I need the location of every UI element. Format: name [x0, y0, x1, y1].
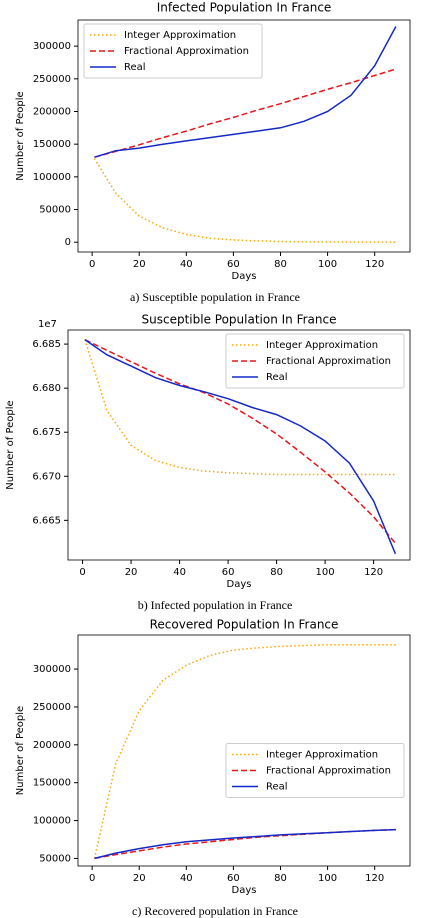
chart-title: Recovered Population In France — [150, 618, 339, 632]
x-tick-label: 100 — [316, 567, 335, 578]
series-line — [93, 158, 396, 243]
x-tick-label: 20 — [133, 873, 146, 884]
x-axis-label: Days — [232, 271, 257, 282]
x-tick-label: 120 — [365, 873, 384, 884]
legend-label: Fractional Approximation — [266, 356, 391, 367]
legend: Integer Approximation Fractional Approxim… — [225, 333, 405, 389]
x-tick-label: 40 — [173, 567, 186, 578]
plot-frame — [67, 329, 411, 561]
series-line — [93, 644, 396, 859]
x-tick-label: 60 — [227, 873, 240, 884]
x-tick-label: 0 — [89, 259, 95, 270]
y-tick-label: 300000 — [33, 664, 71, 675]
y-tick-label: 50000 — [39, 853, 71, 864]
legend-label: Integer Approximation — [266, 750, 378, 761]
legend-label: Real — [124, 62, 146, 73]
x-tick-label: 80 — [274, 259, 287, 270]
series-line — [94, 68, 397, 158]
series-line — [94, 828, 396, 860]
x-tick-label: 80 — [270, 567, 283, 578]
y-tick-label: 150000 — [33, 778, 71, 789]
x-tick-label: 100 — [318, 873, 337, 884]
x-tick-label: 0 — [89, 873, 95, 884]
series-line — [84, 339, 396, 544]
y-axis-label: Number of People — [15, 706, 26, 795]
plot-frame — [77, 19, 411, 253]
x-tick-label: 80 — [274, 873, 287, 884]
legend: Integer Approximation Fractional Approxim… — [83, 23, 263, 79]
y-tick-label: 100000 — [33, 172, 71, 183]
series-line — [94, 26, 397, 158]
y-tick-label: 6.670 — [32, 471, 61, 482]
legend-label: Integer Approximation — [124, 30, 236, 41]
y-tick-label: 150000 — [33, 139, 71, 150]
x-tick-label: 100 — [318, 259, 337, 270]
y-tick-label: 6.680 — [32, 383, 61, 394]
caption: a) Susceptible population in France — [130, 290, 300, 304]
y-tick-label: 0 — [65, 237, 71, 248]
y-offset-label: 1e7 — [38, 319, 57, 330]
legend-frame — [83, 23, 263, 79]
y-axis-label: Number of People — [5, 400, 16, 489]
x-axis-label: Days — [227, 579, 252, 590]
x-tick-label: 20 — [133, 259, 146, 270]
y-tick-label: 200000 — [33, 106, 71, 117]
x-tick-label: 120 — [364, 567, 383, 578]
y-tick-label: 100000 — [33, 816, 71, 827]
y-axis-label: Number of People — [15, 91, 26, 180]
y-tick-label: 250000 — [33, 702, 71, 713]
x-tick-label: 60 — [222, 567, 235, 578]
legend-frame — [225, 743, 405, 798]
series-line — [84, 339, 396, 476]
x-tick-label: 40 — [180, 873, 193, 884]
series-line — [94, 828, 396, 860]
chart-title: Susceptible Population In France — [142, 313, 337, 327]
x-tick-label: 60 — [227, 259, 240, 270]
x-tick-label: 120 — [365, 259, 384, 270]
caption: c) Recovered population in France — [132, 904, 298, 918]
y-tick-label: 300000 — [33, 41, 71, 52]
legend-label: Real — [266, 372, 288, 383]
plot-frame — [77, 634, 411, 867]
legend: Integer Approximation Fractional Approxim… — [225, 743, 405, 798]
y-tick-label: 50000 — [39, 205, 71, 216]
chart-title: Infected Population In France — [157, 1, 332, 15]
legend-frame — [225, 333, 405, 389]
y-tick-label: 200000 — [33, 740, 71, 751]
legend-label: Integer Approximation — [266, 340, 378, 351]
legend-label: Fractional Approximation — [124, 46, 249, 57]
y-tick-label: 6.685 — [32, 339, 61, 350]
x-tick-label: 20 — [125, 567, 138, 578]
caption: b) Infected population in France — [138, 598, 293, 612]
legend-label: Fractional Approximation — [266, 766, 391, 777]
y-tick-label: 6.675 — [32, 427, 61, 438]
series-line — [84, 339, 397, 555]
y-tick-label: 250000 — [33, 74, 71, 85]
x-tick-label: 40 — [180, 259, 193, 270]
y-tick-label: 6.665 — [32, 515, 61, 526]
legend-label: Real — [266, 782, 288, 793]
x-axis-label: Days — [232, 885, 257, 896]
x-tick-label: 0 — [79, 567, 85, 578]
